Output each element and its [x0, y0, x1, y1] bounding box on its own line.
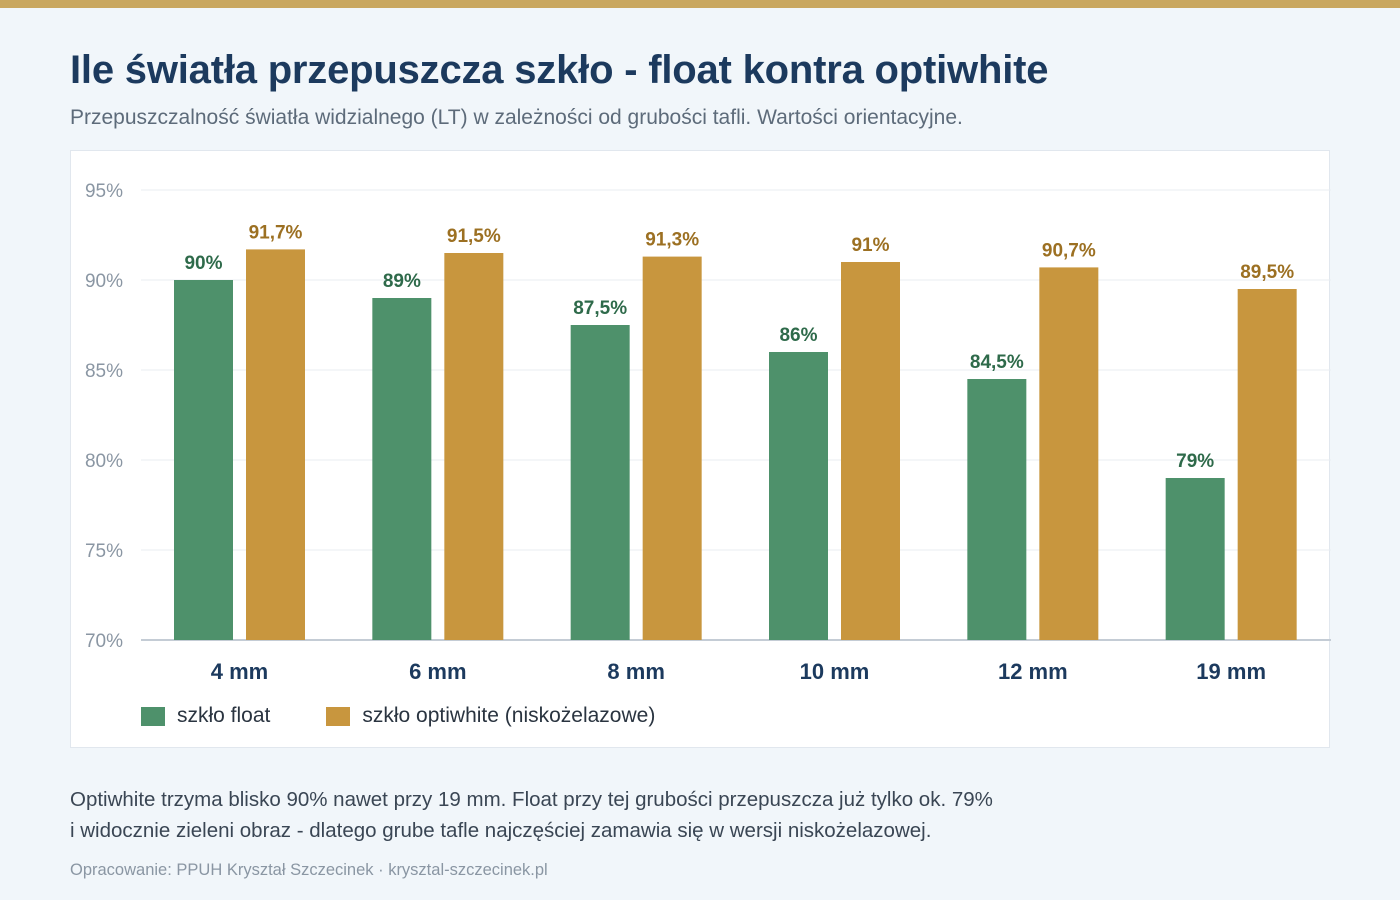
bar-optiwhite [444, 253, 504, 640]
bar-float [570, 325, 630, 640]
data-label: 91,5% [447, 226, 501, 247]
data-label: 87,5% [573, 298, 627, 319]
bar-optiwhite [642, 256, 702, 640]
bar-chart: 70% 75% 80% 85% 90% 95% 90% 91,7% 4 mm 89% 91,5% 6 … [85, 181, 1331, 684]
y-tick-label: 90% [85, 271, 123, 292]
note-line-1: Optiwhite trzyma blisko 90% nawet przy 1… [70, 788, 993, 811]
page-title: Ile światła przepuszcza szkło - float ko… [70, 48, 1049, 92]
y-tick-label: 70% [85, 631, 123, 652]
bar-float [1165, 478, 1225, 640]
y-tick-label: 80% [85, 451, 123, 472]
legend-label-optiwhite: szkło optiwhite (niskożelazowe) [362, 704, 656, 727]
x-tick-label: 12 mm [998, 659, 1068, 684]
note-line-2: i widocznie zieleni obraz - dlatego grub… [70, 819, 932, 842]
data-label: 91,7% [249, 222, 303, 243]
x-tick-label: 10 mm [800, 659, 870, 684]
bar-optiwhite [841, 262, 900, 640]
bar-optiwhite [1237, 289, 1297, 640]
y-tick-label: 95% [85, 181, 123, 202]
bar-float [174, 280, 233, 640]
legend-label-float: szkło float [177, 704, 271, 727]
bar-float [769, 352, 828, 640]
top-accent-bar [0, 0, 1400, 8]
x-tick-label: 6 mm [409, 659, 466, 684]
legend-swatch-float [141, 706, 165, 726]
page-subtitle: Przepuszczalność światła widzialnego (LT… [70, 106, 963, 129]
data-label: 89% [383, 271, 421, 292]
legend-swatch-optiwhite [326, 706, 351, 726]
data-label: 90,7% [1042, 240, 1096, 261]
bar-optiwhite [246, 249, 305, 640]
x-tick-label: 4 mm [211, 659, 268, 684]
data-label: 89,5% [1240, 262, 1294, 283]
y-tick-label: 85% [85, 361, 123, 382]
chart-panel: 70% 75% 80% 85% 90% 95% 90% 91,7% 4 mm 89% 91,5% 6 … [70, 150, 1331, 748]
chart-note: Optiwhite trzyma blisko 90% nawet przy 1… [70, 784, 993, 846]
data-label: 84,5% [970, 352, 1024, 373]
source-credit: Opracowanie: PPUH Kryształ Szczecinek · … [70, 861, 548, 879]
data-label: 90% [184, 253, 222, 274]
data-label: 79% [1176, 451, 1214, 472]
legend-item-float: szkło float [141, 704, 270, 728]
bar-optiwhite [1039, 267, 1099, 640]
x-tick-label: 8 mm [607, 659, 664, 684]
data-label: 91,3% [645, 230, 699, 251]
legend-item-optiwhite: szkło optiwhite (niskożelazowe) [326, 704, 655, 728]
chart-legend: szkło float szkło optiwhite (niskożelazo… [141, 704, 711, 728]
data-label: 86% [779, 325, 817, 346]
y-tick-label: 75% [85, 541, 123, 562]
bar-float [372, 298, 432, 640]
bar-float [967, 379, 1027, 640]
data-label: 91% [851, 235, 889, 256]
x-tick-label: 19 mm [1196, 659, 1266, 684]
